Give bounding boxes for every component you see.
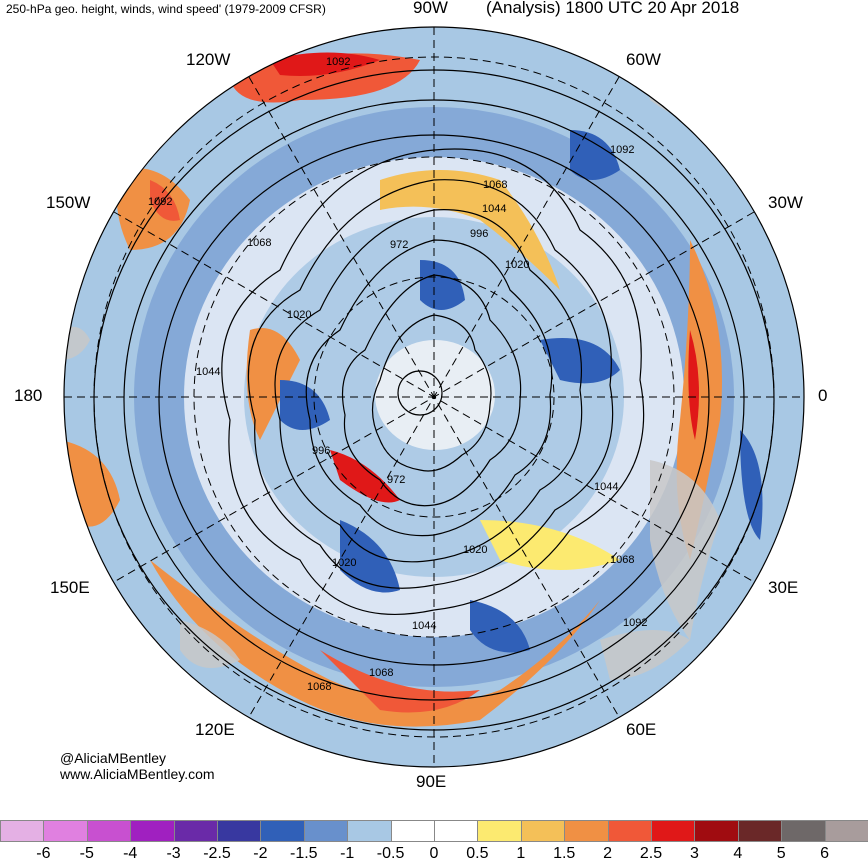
lon-label-30e: 30E — [768, 578, 799, 597]
colorbar-swatch — [390, 820, 435, 842]
contour-label: 1068 — [483, 179, 507, 191]
lon-label-150e: 150E — [50, 578, 90, 597]
contour-label: 1044 — [412, 620, 436, 632]
colorbar-swatch — [0, 820, 45, 842]
map-border — [63, 26, 805, 768]
colorbar-swatch — [607, 820, 652, 842]
colorbar-tick-label: 2 — [603, 845, 613, 862]
contour-label: 972 — [387, 474, 405, 486]
map-title: 250-hPa geo. height, winds, wind speed' … — [6, 2, 326, 16]
lon-label-30w: 30W — [768, 193, 803, 212]
colorbar-tick-label: 2.5 — [639, 845, 663, 862]
graticule — [64, 27, 804, 767]
lon-label-90w: 90W — [413, 0, 448, 17]
contour-label: 1020 — [287, 309, 311, 321]
colorbar-swatch — [694, 820, 739, 842]
colorbar-swatch — [520, 820, 566, 842]
analysis-time: (Analysis) 1800 UTC 20 Apr 2018 — [486, 0, 740, 17]
contour-label-layer: 1092 1092 1092 1092 1068 1068 1068 1068 … — [148, 56, 647, 693]
colorbar-tick-label: 4 — [733, 845, 743, 862]
contour-label: 1020 — [463, 544, 487, 556]
colorbar-tick-label: -1.5 — [290, 845, 318, 862]
contour-label: 1092 — [148, 196, 172, 208]
contour-label: 1020 — [332, 557, 356, 569]
colorbar-tick-label: 1 — [516, 845, 526, 862]
lon-label-150w: 150W — [46, 193, 91, 212]
lon-label-120w: 120W — [186, 50, 231, 69]
colorbar: -6 -5 -4 -3 -2.5 -2 -1.5 -1 -0.5 0 0.5 1 1.5 2 2.5 3 4 5 6 — [0, 820, 868, 865]
colorbar-tick-label: -4 — [123, 845, 138, 862]
contour-label: 1044 — [594, 481, 618, 493]
colorbar-swatch — [217, 820, 262, 842]
colorbar-tick-label: 1.5 — [553, 845, 576, 862]
contour-label: 1092 — [623, 617, 647, 629]
colorbar-tick-label: -6 — [36, 845, 51, 862]
colorbar-tick-label: 5 — [776, 845, 786, 862]
colorbar-tick-label: -2 — [253, 845, 268, 862]
author-handle: @AliciaMBentley — [60, 750, 167, 766]
colorbar-swatch — [651, 820, 696, 842]
colorbar-tick-label: 6 — [820, 845, 830, 862]
contour-label: 972 — [390, 239, 408, 251]
colorbar-tick-label: -3 — [166, 845, 181, 862]
colorbar-tick-label: 0 — [429, 845, 439, 862]
map-disc — [64, 27, 804, 767]
polar-map: 1092 1092 1092 1092 1068 1068 1068 1068 … — [63, 26, 805, 768]
colorbar-swatch — [86, 820, 132, 842]
colorbar-swatch — [303, 820, 349, 842]
colorbar-swatch — [43, 820, 88, 842]
contour-label: 1092 — [326, 56, 350, 68]
contour-label: 1068 — [307, 681, 331, 693]
contour-label: 1092 — [610, 144, 634, 156]
colorbar-swatch — [824, 820, 868, 842]
colorbar-swatch — [737, 820, 783, 842]
contour-label: 1020 — [505, 259, 529, 271]
contour-label: 1068 — [247, 237, 271, 249]
colorbar-tick-label: -0.5 — [376, 845, 405, 862]
lon-label-180: 180 — [14, 386, 43, 405]
colorbar-tick-label: -2.5 — [203, 845, 231, 862]
colorbar-tick-label: 3 — [689, 845, 699, 862]
contour-label: 1068 — [610, 554, 634, 566]
lon-label-90e: 90E — [416, 772, 447, 791]
lon-label-60e: 60E — [626, 720, 657, 739]
colorbar-tick-label: -5 — [79, 845, 94, 862]
contour-label: 1044 — [482, 203, 506, 215]
colorbar-tick-label: -1 — [340, 845, 355, 862]
contour-label: 996 — [312, 445, 330, 457]
contour-label: 1044 — [196, 366, 220, 378]
colorbar-tick-label: 0.5 — [466, 845, 489, 862]
contour-label: 1068 — [369, 667, 393, 679]
colorbar-swatch — [173, 820, 218, 842]
colorbar-swatch — [347, 820, 392, 842]
lon-label-0: 0 — [818, 386, 828, 405]
lon-label-120e: 120E — [195, 720, 235, 739]
colorbar-swatch — [434, 820, 479, 842]
colorbar-swatch — [564, 820, 609, 842]
contour-label: 996 — [470, 228, 488, 240]
colorbar-swatch — [260, 820, 305, 842]
colorbar-swatch — [781, 820, 826, 842]
colorbar-swatch — [130, 820, 175, 842]
land-masses — [64, 60, 720, 680]
colorbar-swatch — [477, 820, 522, 842]
author-website: www.AliciaMBentley.com — [60, 766, 215, 782]
lon-label-60w: 60W — [626, 50, 661, 69]
